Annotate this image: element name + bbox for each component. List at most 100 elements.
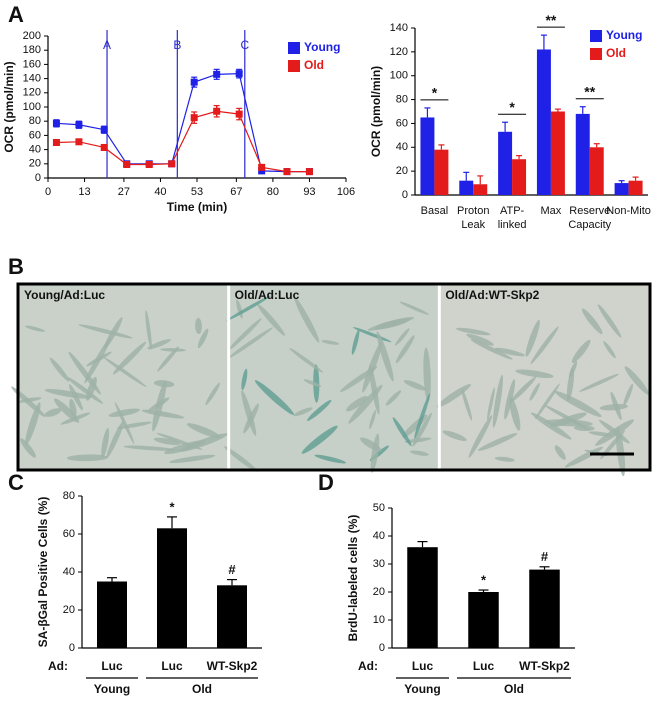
cell	[307, 399, 332, 421]
x-tick-label: 27	[118, 186, 130, 198]
cell	[53, 398, 80, 423]
point	[75, 138, 83, 146]
cell	[103, 317, 123, 350]
y-tick-label: 0	[35, 172, 41, 184]
cell	[195, 317, 202, 335]
cell	[113, 341, 147, 375]
cell	[403, 380, 427, 391]
x-tick-label: Capacity	[568, 219, 611, 231]
y-tick-label: 0	[379, 642, 385, 654]
x-tick-label: WT-Skp2	[519, 659, 570, 673]
y-axis-title: OCR (pmol/min)	[369, 66, 383, 157]
cell	[544, 405, 590, 431]
cell	[351, 329, 360, 355]
cell	[153, 437, 181, 446]
point	[52, 139, 60, 146]
cell	[160, 348, 187, 352]
y-tick-label: 120	[390, 46, 408, 58]
cell	[494, 347, 525, 357]
bar	[434, 149, 449, 195]
cell	[243, 403, 259, 434]
annotation: *	[481, 572, 487, 587]
cell	[78, 324, 133, 339]
cell	[487, 387, 495, 421]
cell	[414, 393, 430, 439]
panel-label: C	[8, 470, 24, 495]
point	[283, 168, 291, 176]
cell	[49, 357, 70, 382]
event-label: A	[103, 38, 111, 52]
cell	[141, 409, 185, 419]
x-tick-label: 106	[337, 186, 355, 198]
bar	[407, 547, 438, 648]
significance-label: *	[509, 99, 515, 115]
point	[168, 160, 176, 168]
cell	[571, 339, 591, 363]
cell	[404, 437, 432, 443]
cell	[114, 402, 135, 444]
x-tick-label: 53	[191, 186, 203, 198]
legend-label: Old	[304, 58, 324, 72]
cell	[44, 388, 91, 399]
cell	[241, 390, 257, 436]
bar	[473, 184, 488, 195]
cell	[147, 339, 171, 350]
y-tick-label: 40	[63, 566, 75, 578]
cell	[492, 374, 503, 428]
point	[258, 167, 266, 175]
bar	[157, 528, 187, 648]
x-tick-label: 13	[78, 186, 90, 198]
point	[213, 70, 221, 78]
cell	[412, 412, 432, 447]
y-tick-label: 120	[23, 87, 41, 99]
x-tick-label: 0	[45, 186, 51, 198]
cell	[588, 431, 614, 437]
x-tick-label: Luc	[473, 659, 495, 673]
y-tick-label: 100	[390, 70, 408, 82]
y-tick-label: 180	[23, 44, 41, 56]
y-tick-label: 0	[402, 189, 408, 201]
panel-label: A	[8, 2, 24, 27]
cell	[321, 340, 340, 345]
x-tick-label: 80	[267, 186, 279, 198]
cell	[477, 433, 518, 451]
series-line	[56, 73, 310, 173]
y-tick-label: 40	[29, 144, 41, 156]
x-tick-label: Luc	[161, 659, 183, 673]
micrograph-label: Old/Ad:WT-Skp2	[445, 288, 539, 302]
cell	[470, 339, 513, 360]
x-tick-label: Max	[541, 205, 562, 217]
point	[235, 110, 243, 118]
cell	[369, 364, 380, 415]
point	[52, 119, 60, 127]
cell	[581, 308, 603, 335]
annotation: *	[169, 499, 175, 514]
group-label: Young	[94, 682, 130, 696]
point	[213, 107, 221, 115]
cell	[385, 390, 402, 406]
micrograph	[18, 284, 229, 470]
y-tick-label: 40	[396, 141, 408, 153]
cell	[293, 407, 313, 417]
cell	[494, 456, 515, 462]
cell	[257, 303, 286, 336]
cell	[466, 333, 494, 346]
micrograph-label: Young/Ad:Luc	[24, 288, 105, 302]
cell	[346, 396, 368, 412]
cell	[461, 388, 473, 421]
bar	[468, 592, 499, 648]
cell	[535, 383, 560, 420]
x-tick-label: Luc	[412, 659, 434, 673]
y-tick-label: 20	[396, 165, 408, 177]
cell	[289, 348, 324, 373]
event-label: B	[173, 38, 181, 52]
x-prefix: Ad:	[358, 659, 378, 673]
cell	[423, 347, 431, 402]
bar	[628, 180, 643, 195]
y-tick-label: 0	[69, 642, 75, 654]
y-tick-label: 20	[373, 586, 385, 598]
cell	[509, 397, 521, 431]
x-axis-title: Time (min)	[167, 200, 227, 214]
cell	[69, 398, 77, 418]
y-axis-title: OCR (pmol/min)	[2, 61, 16, 152]
